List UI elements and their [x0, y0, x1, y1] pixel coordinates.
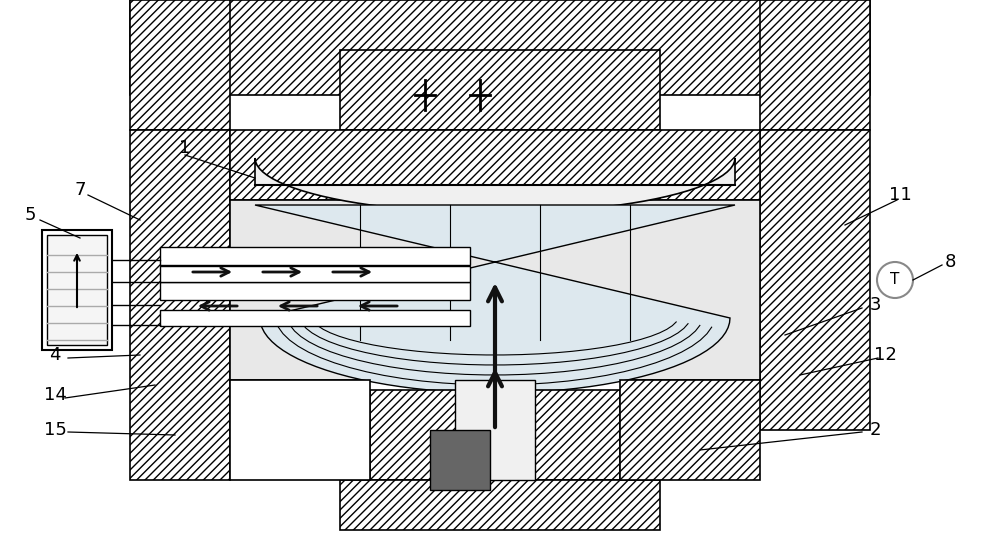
Polygon shape [620, 380, 760, 480]
Text: 5: 5 [24, 206, 36, 224]
Text: 11: 11 [889, 186, 911, 204]
Polygon shape [340, 480, 660, 530]
Polygon shape [130, 0, 870, 95]
Circle shape [877, 262, 913, 298]
Polygon shape [760, 0, 870, 130]
Bar [42, 230, 112, 350]
Text: T: T [890, 273, 900, 287]
Bar [455, 380, 535, 480]
Polygon shape [255, 158, 735, 213]
Text: 15: 15 [44, 421, 66, 439]
Polygon shape [370, 390, 620, 480]
Bar [160, 282, 470, 300]
Polygon shape [340, 50, 660, 130]
Polygon shape [255, 205, 735, 393]
Polygon shape [230, 200, 760, 380]
Bar [160, 266, 470, 282]
Bar [430, 430, 490, 490]
Text: 1: 1 [179, 139, 191, 157]
Text: 2: 2 [869, 421, 881, 439]
Bar [160, 247, 470, 265]
Text: 4: 4 [49, 346, 61, 364]
Text: 7: 7 [74, 181, 86, 199]
Polygon shape [130, 130, 230, 480]
Polygon shape [760, 130, 870, 430]
Polygon shape [130, 0, 230, 130]
Text: 14: 14 [44, 386, 66, 404]
Bar [47, 235, 107, 345]
Bar [160, 310, 470, 326]
Text: 12: 12 [874, 346, 896, 364]
Polygon shape [230, 130, 760, 200]
Polygon shape [230, 380, 370, 480]
Text: 8: 8 [944, 253, 956, 271]
Text: 3: 3 [869, 296, 881, 314]
